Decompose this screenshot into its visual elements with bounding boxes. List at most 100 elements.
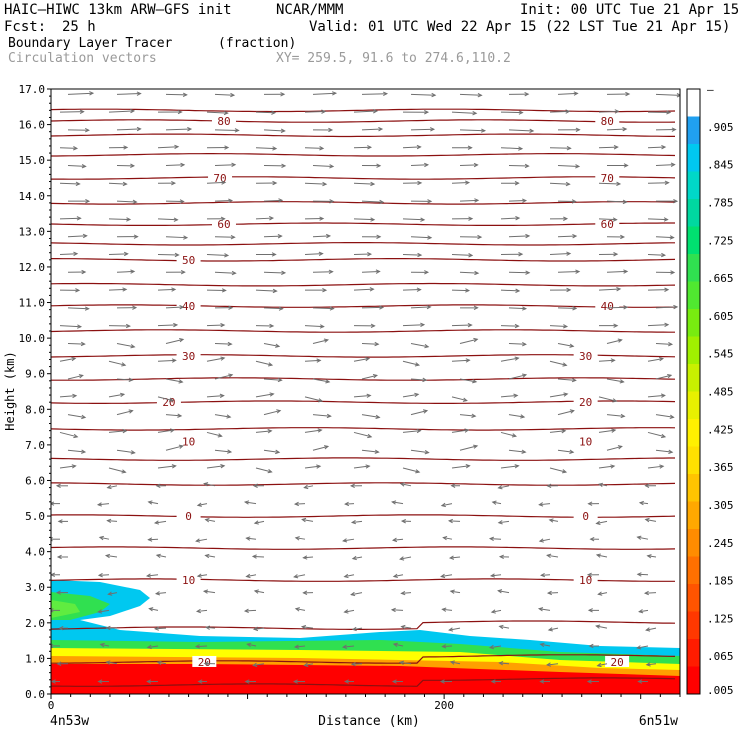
wind-vector-head	[563, 324, 569, 329]
wind-vector-head	[169, 428, 176, 433]
wind-vector-head	[136, 91, 142, 96]
wind-vector-head	[416, 428, 422, 434]
wind-vector-head	[367, 145, 373, 150]
wind-vector-head	[468, 216, 474, 221]
wind-vector	[206, 111, 228, 114]
wind-vector-head	[75, 288, 81, 293]
wind-vector	[206, 431, 222, 437]
wind-vector-head	[123, 145, 129, 150]
wind-vector-head	[121, 469, 127, 474]
wind-vector-head	[228, 305, 234, 310]
wind-vector-head	[644, 483, 650, 488]
wind-vector	[214, 414, 231, 418]
wind-vector-head	[251, 554, 257, 559]
wind-vector-head	[244, 679, 250, 684]
wind-vector-head	[171, 358, 177, 363]
wind-vector-head	[81, 269, 87, 275]
wind-vector-head	[367, 251, 373, 257]
wind-vector-head	[645, 662, 651, 667]
valid-time: Valid: 01 UTC Wed 22 Apr 15 (22 LST Tue …	[309, 19, 731, 35]
wind-vector-head	[539, 679, 545, 684]
wind-vector-head	[180, 162, 186, 168]
wind-vector-head	[586, 679, 592, 684]
wind-vector	[500, 147, 523, 150]
wind-vector-head	[174, 144, 180, 150]
wind-vector	[451, 359, 470, 362]
wind-vector	[541, 574, 551, 576]
wind-vector	[59, 325, 81, 328]
wind-vector	[637, 573, 649, 576]
wind-vector-head	[130, 269, 136, 274]
wind-vector	[294, 574, 306, 578]
colorbar-swatch	[687, 639, 700, 667]
contour-line	[51, 377, 676, 381]
wind-vector-head	[465, 464, 471, 469]
wind-vector-head	[224, 145, 230, 150]
wind-vector	[155, 520, 167, 524]
contour-label-bg	[192, 655, 217, 667]
wind-vector-head	[372, 374, 379, 379]
y-axis: 0.0 1.0 2.0 3.0 4.0 5.0 6.0 7.0 8.0 9.0 10.0 11.0 12…	[19, 83, 51, 701]
wind-vector-head	[318, 398, 324, 403]
colorbar-swatch	[687, 226, 700, 255]
y-tick-label: 9.0	[25, 368, 45, 381]
wind-vector	[67, 235, 87, 238]
wind-vector	[165, 306, 184, 309]
wind-vector	[155, 627, 167, 630]
wind-vector-head	[55, 483, 61, 488]
wind-vector-head	[203, 482, 209, 487]
wind-vector-head	[518, 146, 524, 151]
wind-vector	[441, 574, 453, 577]
wind-vector	[157, 218, 178, 221]
y-tick-label: 16.0	[19, 119, 46, 132]
wind-vector-head	[267, 362, 274, 367]
wind-vector	[500, 465, 519, 469]
wind-vector-head	[370, 323, 376, 329]
wind-vector	[557, 165, 580, 168]
wind-vector	[302, 519, 314, 522]
wind-vector	[214, 236, 235, 238]
wind-vector-head	[321, 109, 327, 114]
colorbar-label: .305	[707, 499, 734, 512]
contour-line	[51, 119, 676, 123]
wind-vector-head	[524, 91, 530, 97]
wind-vector-head	[136, 126, 142, 132]
wind-vector	[410, 378, 427, 381]
wind-vector-head	[422, 377, 428, 383]
wind-vector-head	[343, 573, 349, 579]
wind-vector	[490, 538, 502, 540]
wind-vector	[255, 217, 273, 220]
wind-vector	[508, 449, 526, 453]
wind-vector	[647, 253, 665, 256]
wind-vector	[165, 378, 183, 383]
y-tick-label: 14.0	[19, 190, 46, 203]
wind-vector	[491, 574, 502, 577]
wind-vector-head	[565, 181, 571, 187]
wind-vector	[443, 537, 453, 540]
wind-vector-head	[643, 590, 649, 596]
wind-vector-head	[548, 518, 554, 523]
tracer-band-lightgreen	[51, 600, 80, 618]
contour-label-bg	[605, 655, 630, 667]
wind-vector-head	[365, 356, 371, 362]
wind-vector-head	[440, 573, 446, 579]
wind-vector	[459, 338, 478, 344]
wind-vector-head	[521, 449, 527, 454]
wind-vector	[156, 592, 167, 595]
wind-vector	[459, 129, 485, 132]
wind-vector-head	[575, 269, 581, 274]
wind-vector-head	[230, 92, 236, 98]
wind-vector	[157, 288, 176, 291]
wind-vector	[245, 609, 257, 612]
wind-vector-head	[613, 145, 619, 150]
model-title: HAIC–HIWC 13km ARW–GFS init	[4, 2, 232, 18]
contour-label-bg	[573, 435, 598, 447]
wind-vector-head	[426, 304, 432, 310]
wind-vector	[214, 93, 235, 96]
wind-vector-head	[620, 413, 626, 419]
tracer-band-red	[51, 664, 680, 694]
wind-vector-head	[638, 609, 644, 614]
wind-vector	[598, 396, 617, 402]
contour-label: 20	[198, 656, 211, 669]
wind-vector	[116, 270, 135, 273]
